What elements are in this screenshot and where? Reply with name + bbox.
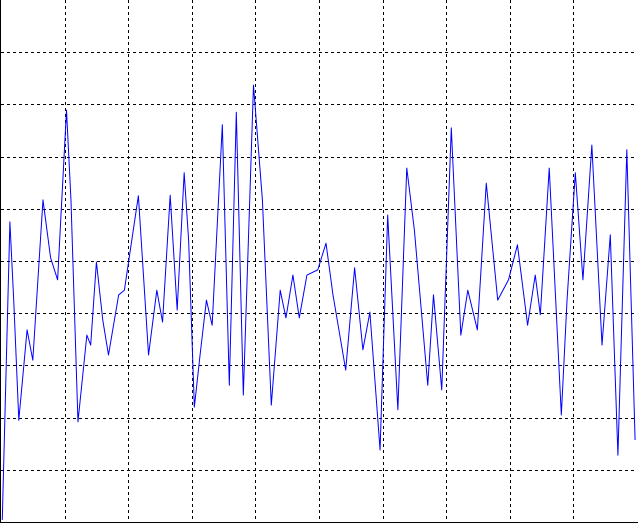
data-line [1,84,636,520]
